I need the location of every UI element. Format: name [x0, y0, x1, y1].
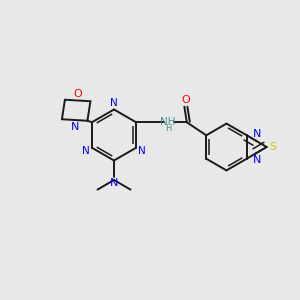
Text: O: O — [73, 89, 82, 99]
Text: N: N — [71, 122, 80, 132]
Text: H: H — [165, 124, 172, 133]
Text: N: N — [253, 129, 261, 139]
Text: O: O — [181, 95, 190, 105]
Text: N: N — [138, 146, 146, 156]
Text: N: N — [110, 98, 118, 108]
Text: NH: NH — [160, 117, 176, 127]
Text: N: N — [82, 146, 90, 156]
Text: N: N — [253, 155, 261, 165]
Text: N: N — [110, 178, 118, 188]
Text: S: S — [270, 142, 277, 152]
